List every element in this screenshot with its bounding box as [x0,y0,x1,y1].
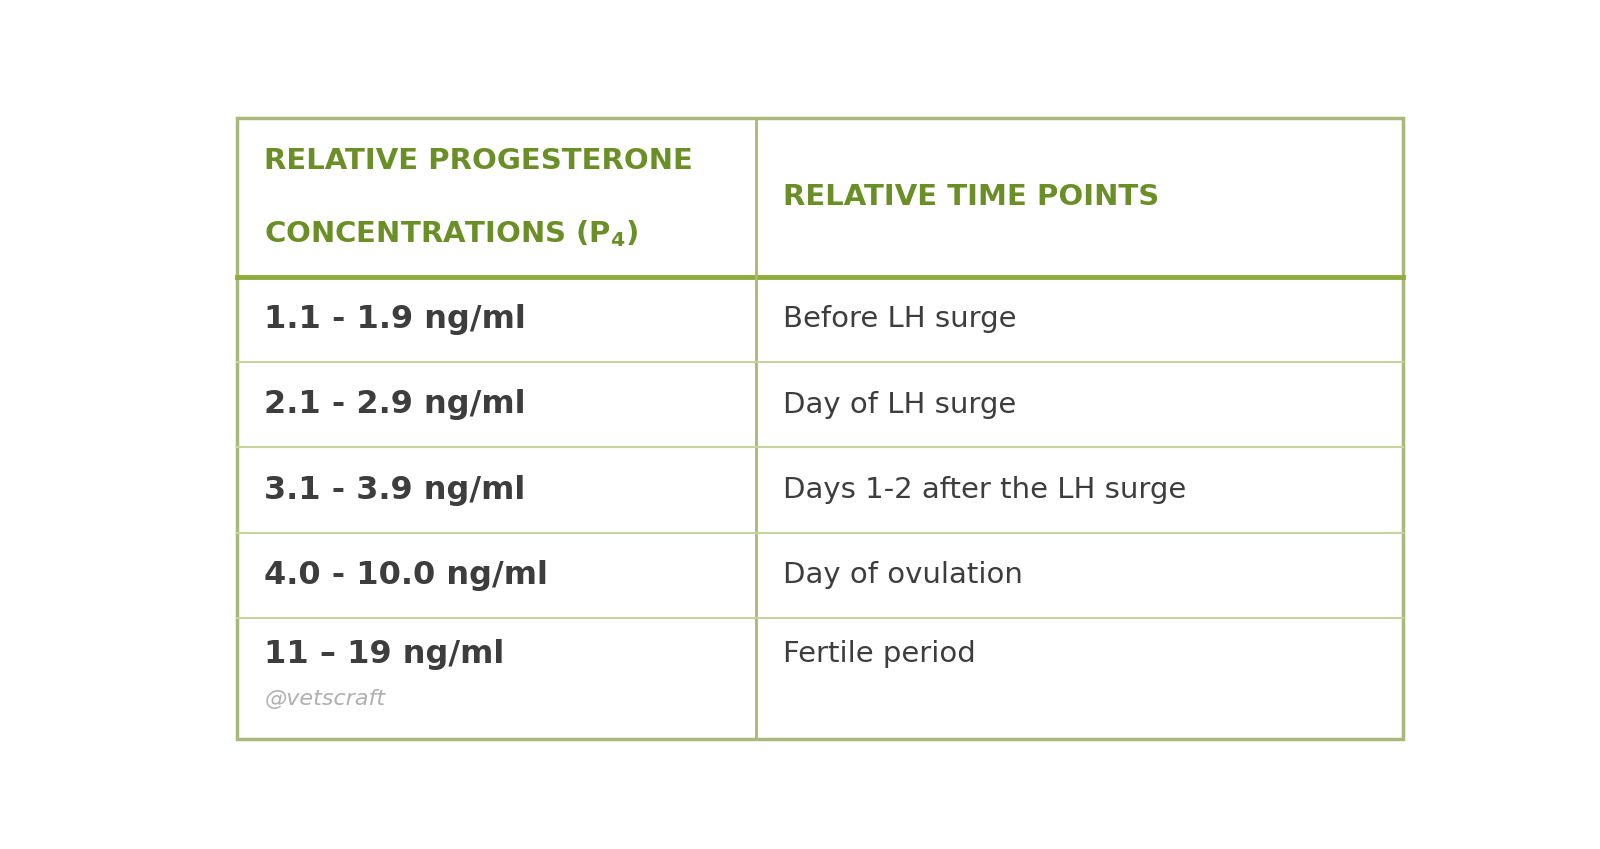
Text: Day of LH surge: Day of LH surge [782,391,1016,419]
Text: $\mathbf{CONCENTRATIONS\ (P_4)}$: $\mathbf{CONCENTRATIONS\ (P_4)}$ [264,218,638,249]
Text: 3.1 - 3.9 ng/ml: 3.1 - 3.9 ng/ml [264,475,526,505]
Text: 11 – 19 ng/ml: 11 – 19 ng/ml [264,639,506,670]
Text: 2.1 - 2.9 ng/ml: 2.1 - 2.9 ng/ml [264,389,526,420]
Text: RELATIVE PROGESTERONE: RELATIVE PROGESTERONE [264,148,693,176]
Text: 1.1 - 1.9 ng/ml: 1.1 - 1.9 ng/ml [264,304,526,335]
Text: Days 1-2 after the LH surge: Days 1-2 after the LH surge [782,476,1187,504]
Text: Before LH surge: Before LH surge [782,306,1016,334]
Text: Fertile period: Fertile period [782,640,976,668]
Text: @vetscraft: @vetscraft [264,689,386,709]
Text: RELATIVE TIME POINTS: RELATIVE TIME POINTS [782,183,1160,211]
Text: 4.0 - 10.0 ng/ml: 4.0 - 10.0 ng/ml [264,560,549,591]
Text: Day of ovulation: Day of ovulation [782,561,1022,589]
